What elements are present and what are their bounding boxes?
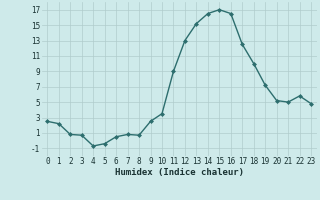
X-axis label: Humidex (Indice chaleur): Humidex (Indice chaleur) <box>115 168 244 177</box>
